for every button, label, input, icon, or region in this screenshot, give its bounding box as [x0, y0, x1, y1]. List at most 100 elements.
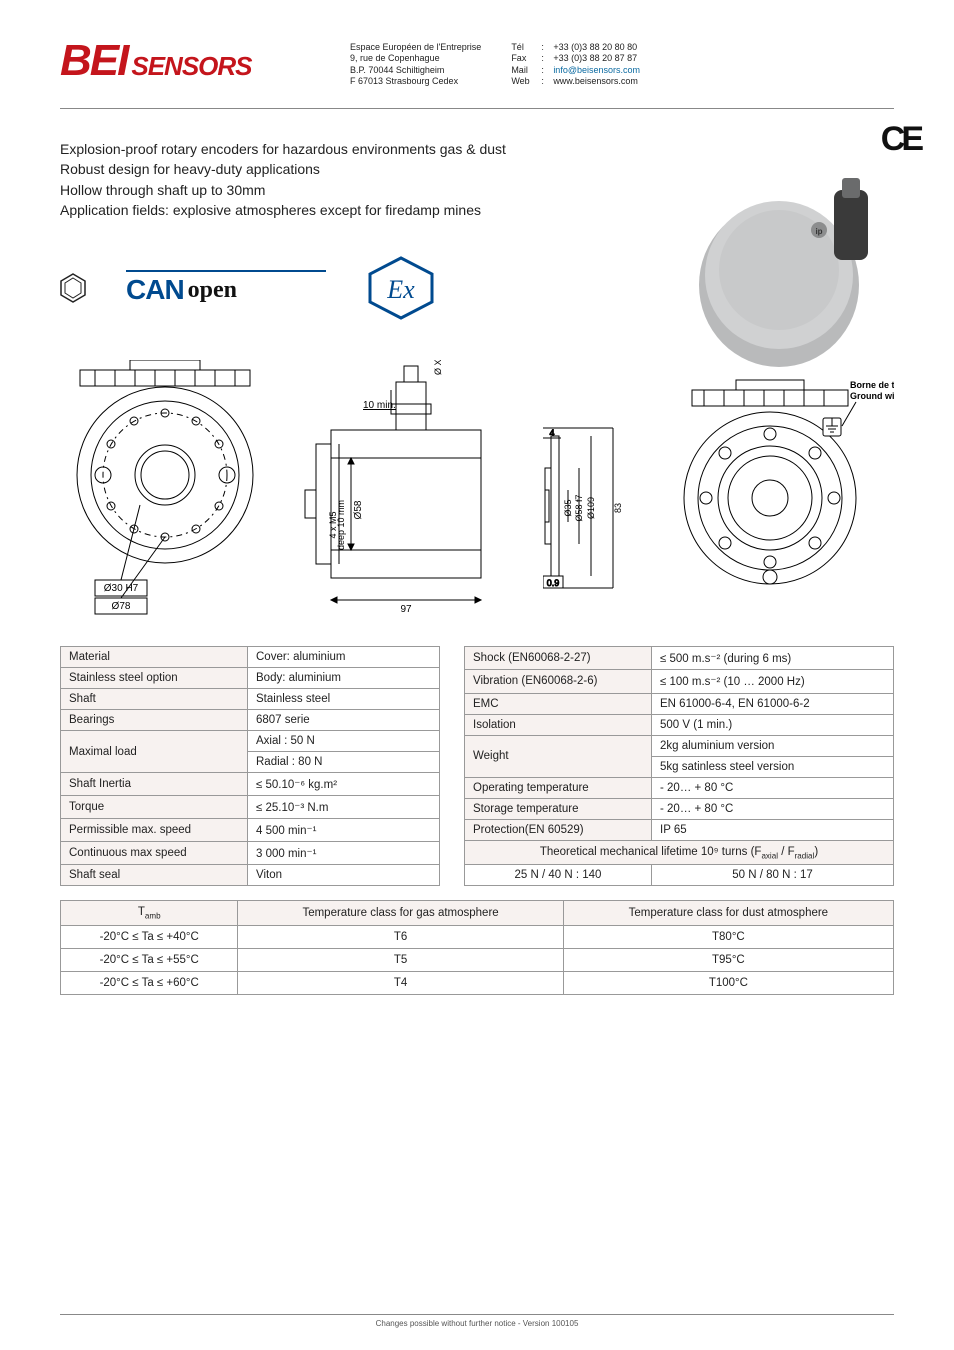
svg-text:Ex: Ex — [386, 275, 415, 304]
svg-text:97: 97 — [401, 604, 413, 615]
footer-text: Changes possible without further notice … — [376, 1319, 579, 1328]
spec-key: Stainless steel option — [61, 668, 248, 689]
spec-key: Continuous max speed — [61, 842, 248, 865]
spec-table-left: MaterialCover: aluminium Stainless steel… — [60, 646, 440, 886]
drawings-block: Ø30 H7 Ø78 — [60, 360, 894, 620]
spec-key: Weight — [465, 735, 652, 777]
divider — [60, 108, 894, 109]
spec-val: ≤ 50.10⁻⁶ kg.m² — [248, 773, 440, 796]
spec-val: Viton — [248, 865, 440, 886]
drawing-rear-dims: 0.9 4 Ø35 Ø58 f7 Ø109 83 — [543, 360, 653, 620]
spec-key: Maximal load — [61, 731, 248, 773]
svg-text:ip: ip — [815, 227, 822, 236]
tel-value: +33 (0)3 88 20 80 80 — [553, 42, 637, 53]
spec-val: ≤ 500 m.s⁻² (during 6 ms) — [652, 647, 894, 670]
svg-text:4: 4 — [549, 428, 554, 438]
spec-val: Radial : 80 N — [248, 752, 440, 773]
contacts-block: Tél:+33 (0)3 88 20 80 80 Fax:+33 (0)3 88… — [511, 42, 640, 87]
spec-val: 2kg aluminium version — [652, 735, 894, 756]
intro-line: Hollow through shaft up to 30mm — [60, 180, 620, 200]
lifetime-val: 50 N / 80 N : 17 — [652, 864, 894, 885]
spec-key: Shaft — [61, 689, 248, 710]
intro-line: Robust design for heavy-duty application… — [60, 159, 620, 179]
spec-key: Shaft seal — [61, 865, 248, 886]
spec-val: EN 61000-6-4, EN 61000-6-2 — [652, 693, 894, 714]
temp-cell: T100°C — [563, 972, 893, 995]
spec-key: Storage temperature — [465, 799, 652, 820]
intro-block: Explosion-proof rotary encoders for haza… — [60, 139, 620, 220]
spec-key: Shaft Inertia — [61, 773, 248, 796]
svg-text:Borne de terre: Borne de terre — [850, 380, 894, 390]
intro-line: Application fields: explosive atmosphere… — [60, 200, 620, 220]
svg-text:deep 10 mm: deep 10 mm — [336, 500, 346, 550]
spec-val: - 20… + 80 °C — [652, 778, 894, 799]
temp-header: Tamb — [61, 901, 238, 926]
spec-val: ≤ 100 m.s⁻² (10 … 2000 Hz) — [652, 670, 894, 693]
ce-mark: CE — [881, 120, 920, 159]
temp-cell: T95°C — [563, 949, 893, 972]
svg-text:0.9: 0.9 — [546, 578, 559, 588]
svg-text:Ø58: Ø58 — [353, 500, 364, 519]
temp-cell: -20°C ≤ Ta ≤ +60°C — [61, 972, 238, 995]
spec-val: Body: aluminium — [248, 668, 440, 689]
spec-key: Permissible max. speed — [61, 819, 248, 842]
canopen-can: CAN — [126, 274, 184, 306]
spec-key: Vibration (EN60068-2-6) — [465, 670, 652, 693]
canopen-logo: CAN open — [126, 270, 326, 306]
spec-val: Axial : 50 N — [248, 731, 440, 752]
spec-val: - 20… + 80 °C — [652, 799, 894, 820]
svg-text:Ø58 f7: Ø58 f7 — [574, 495, 584, 522]
spec-key: Shock (EN60068-2-27) — [465, 647, 652, 670]
tel-label: Tél — [511, 42, 541, 53]
drawing-front: Ø30 H7 Ø78 — [60, 360, 270, 620]
svg-text:Ø78: Ø78 — [112, 601, 131, 612]
spec-key: Bearings — [61, 710, 248, 731]
spec-key: Isolation — [465, 714, 652, 735]
fax-value: +33 (0)3 88 20 87 87 — [553, 53, 637, 64]
drawing-rear: Borne de terre Ground wire — [674, 360, 894, 620]
spec-val: IP 65 — [652, 820, 894, 841]
svg-text:Ø X: Ø X — [433, 360, 443, 375]
temp-header: Temperature class for gas atmosphere — [238, 901, 563, 926]
spec-val: 5kg satinless steel version — [652, 756, 894, 777]
temperature-table: Tamb Temperature class for gas atmospher… — [60, 900, 894, 995]
logo: BEI SENSORS — [60, 36, 320, 90]
spec-val: 500 V (1 min.) — [652, 714, 894, 735]
temp-cell: T80°C — [563, 926, 893, 949]
address-line: B.P. 70044 Schiltigheim — [350, 65, 481, 76]
spec-val: Cover: aluminium — [248, 647, 440, 668]
drawing-side: 10 min. Ø58 4 x M5 deep 10 mm 97 Ø X — [291, 360, 521, 620]
mail-label: Mail — [511, 65, 541, 76]
mail-link[interactable]: info@beisensors.com — [553, 65, 640, 76]
spec-key: Material — [61, 647, 248, 668]
svg-text:Ø30 H7: Ø30 H7 — [104, 583, 139, 594]
temp-cell: T4 — [238, 972, 563, 995]
spec-val: 3 000 min⁻¹ — [248, 842, 440, 865]
lifetime-header: Theoretical mechanical lifetime 10⁹ turn… — [465, 841, 894, 864]
temp-cell: T6 — [238, 926, 563, 949]
spec-val: Stainless steel — [248, 689, 440, 710]
canopen-open: open — [188, 277, 237, 304]
temp-cell: -20°C ≤ Ta ≤ +55°C — [61, 949, 238, 972]
svg-text:Ø35: Ø35 — [563, 500, 573, 517]
temp-cell: -20°C ≤ Ta ≤ +40°C — [61, 926, 238, 949]
temp-cell: T5 — [238, 949, 563, 972]
logo-sensors: SENSORS — [131, 51, 251, 82]
web-label: Web — [511, 76, 541, 87]
svg-text:Ground wire: Ground wire — [850, 391, 894, 401]
web-value: www.beisensors.com — [553, 76, 638, 87]
safety-icon — [60, 273, 86, 303]
spec-key: Operating temperature — [465, 778, 652, 799]
address-line: F 67013 Strasbourg Cedex — [350, 76, 481, 87]
spec-val: 4 500 min⁻¹ — [248, 819, 440, 842]
address-block: Espace Européen de l'Entreprise 9, rue d… — [350, 42, 481, 87]
address-line: Espace Européen de l'Entreprise — [350, 42, 481, 53]
product-photo: ip — [684, 170, 894, 380]
intro-line: Explosion-proof rotary encoders for haza… — [60, 139, 620, 159]
lifetime-val: 25 N / 40 N : 140 — [465, 864, 652, 885]
spec-key: Torque — [61, 796, 248, 819]
spec-val: 6807 serie — [248, 710, 440, 731]
address-line: 9, rue de Copenhague — [350, 53, 481, 64]
spec-key: Protection(EN 60529) — [465, 820, 652, 841]
spec-key: EMC — [465, 693, 652, 714]
